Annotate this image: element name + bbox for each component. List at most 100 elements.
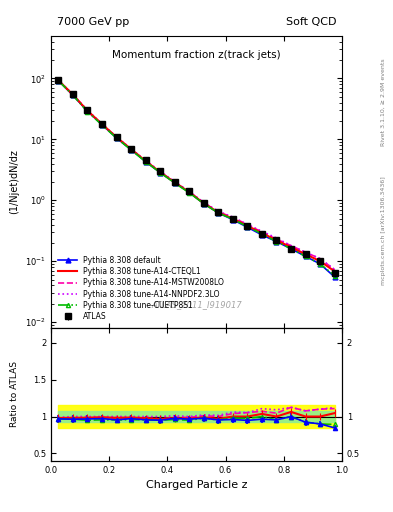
Pythia 8.308 tune-A14-NNPDF2.3LO <box>332 266 337 272</box>
Line: Pythia 8.308 tune-A14-MSTW2008LO: Pythia 8.308 tune-A14-MSTW2008LO <box>59 80 335 270</box>
Pythia 8.308 tune-A14-MSTW2008LO <box>231 215 235 221</box>
Pythia 8.308 default <box>318 261 323 267</box>
Pythia 8.308 tune-CUETP8S1 <box>143 159 148 165</box>
Pythia 8.308 default <box>216 210 221 216</box>
Pythia 8.308 tune-A14-MSTW2008LO <box>289 243 294 249</box>
Pythia 8.308 tune-CUETP8S1 <box>260 231 264 237</box>
Pythia 8.308 tune-A14-NNPDF2.3LO <box>289 243 294 249</box>
Text: Momentum fraction z(track jets): Momentum fraction z(track jets) <box>112 51 281 60</box>
Pythia 8.308 default <box>143 159 148 165</box>
Pythia 8.308 tune-CUETP8S1 <box>318 261 323 267</box>
Pythia 8.308 tune-CUETP8S1 <box>216 210 221 216</box>
Pythia 8.308 tune-A14-CTEQL1 <box>143 158 148 164</box>
Y-axis label: Ratio to ATLAS: Ratio to ATLAS <box>10 361 19 428</box>
Line: Pythia 8.308 tune-A14-CTEQL1: Pythia 8.308 tune-A14-CTEQL1 <box>59 80 335 271</box>
Pythia 8.308 tune-A14-NNPDF2.3LO <box>260 228 264 234</box>
Pythia 8.308 tune-A14-MSTW2008LO <box>85 108 90 114</box>
Pythia 8.308 tune-A14-NNPDF2.3LO <box>173 179 177 185</box>
Pythia 8.308 tune-CUETP8S1 <box>231 216 235 222</box>
Pythia 8.308 tune-A14-MSTW2008LO <box>114 134 119 140</box>
Pythia 8.308 tune-A14-MSTW2008LO <box>202 200 206 206</box>
Pythia 8.308 tune-A14-MSTW2008LO <box>129 146 134 152</box>
Pythia 8.308 tune-A14-MSTW2008LO <box>187 188 192 195</box>
Pythia 8.308 tune-A14-CTEQL1 <box>158 169 163 175</box>
Pythia 8.308 tune-A14-NNPDF2.3LO <box>85 107 90 113</box>
Legend: Pythia 8.308 default, Pythia 8.308 tune-A14-CTEQL1, Pythia 8.308 tune-A14-MSTW20: Pythia 8.308 default, Pythia 8.308 tune-… <box>55 252 227 324</box>
Pythia 8.308 tune-CUETP8S1 <box>129 147 134 153</box>
Pythia 8.308 default <box>114 135 119 141</box>
Pythia 8.308 tune-CUETP8S1 <box>158 169 163 176</box>
Pythia 8.308 tune-A14-MSTW2008LO <box>303 249 308 255</box>
Pythia 8.308 tune-A14-CTEQL1 <box>303 251 308 258</box>
Pythia 8.308 tune-A14-CTEQL1 <box>274 237 279 243</box>
Pythia 8.308 default <box>85 108 90 114</box>
Pythia 8.308 tune-A14-MSTW2008LO <box>318 255 323 262</box>
Pythia 8.308 tune-A14-NNPDF2.3LO <box>158 168 163 174</box>
Pythia 8.308 tune-A14-MSTW2008LO <box>260 229 264 235</box>
Pythia 8.308 default <box>187 189 192 196</box>
Pythia 8.308 default <box>202 201 206 207</box>
Text: 7000 GeV pp: 7000 GeV pp <box>57 17 129 27</box>
Pythia 8.308 tune-A14-CTEQL1 <box>216 209 221 216</box>
Pythia 8.308 tune-A14-CTEQL1 <box>332 268 337 274</box>
X-axis label: Charged Particle z: Charged Particle z <box>146 480 247 490</box>
Pythia 8.308 tune-CUETP8S1 <box>173 180 177 186</box>
Pythia 8.308 tune-CUETP8S1 <box>56 77 61 83</box>
Pythia 8.308 default <box>274 239 279 245</box>
Pythia 8.308 tune-A14-MSTW2008LO <box>274 236 279 242</box>
Pythia 8.308 tune-A14-MSTW2008LO <box>216 208 221 215</box>
Pythia 8.308 tune-A14-NNPDF2.3LO <box>231 214 235 220</box>
Pythia 8.308 default <box>245 224 250 230</box>
Pythia 8.308 tune-A14-NNPDF2.3LO <box>274 235 279 241</box>
Text: ATLAS_2011_I919017: ATLAS_2011_I919017 <box>151 300 242 309</box>
Pythia 8.308 tune-A14-CTEQL1 <box>71 92 75 98</box>
Pythia 8.308 tune-A14-CTEQL1 <box>173 179 177 185</box>
Pythia 8.308 tune-A14-CTEQL1 <box>289 244 294 250</box>
Pythia 8.308 tune-A14-NNPDF2.3LO <box>56 77 61 83</box>
Pythia 8.308 tune-A14-NNPDF2.3LO <box>100 121 105 127</box>
Pythia 8.308 tune-CUETP8S1 <box>100 122 105 128</box>
Pythia 8.308 tune-CUETP8S1 <box>202 201 206 207</box>
Pythia 8.308 default <box>158 169 163 176</box>
Pythia 8.308 default <box>303 253 308 260</box>
Pythia 8.308 tune-A14-MSTW2008LO <box>245 221 250 227</box>
Pythia 8.308 tune-A14-NNPDF2.3LO <box>143 157 148 163</box>
Pythia 8.308 default <box>56 77 61 83</box>
Pythia 8.308 default <box>129 146 134 153</box>
Pythia 8.308 tune-A14-NNPDF2.3LO <box>71 91 75 97</box>
Pythia 8.308 tune-CUETP8S1 <box>332 272 337 279</box>
Pythia 8.308 default <box>289 246 294 252</box>
Pythia 8.308 tune-A14-NNPDF2.3LO <box>245 221 250 227</box>
Pythia 8.308 tune-CUETP8S1 <box>85 109 90 115</box>
Pythia 8.308 tune-A14-CTEQL1 <box>56 77 61 83</box>
Line: Pythia 8.308 tune-A14-NNPDF2.3LO: Pythia 8.308 tune-A14-NNPDF2.3LO <box>59 80 335 269</box>
Pythia 8.308 default <box>173 180 177 186</box>
Pythia 8.308 tune-A14-MSTW2008LO <box>100 121 105 127</box>
Pythia 8.308 tune-A14-CTEQL1 <box>85 108 90 114</box>
Pythia 8.308 tune-CUETP8S1 <box>303 253 308 260</box>
Pythia 8.308 tune-A14-CTEQL1 <box>318 258 323 264</box>
Pythia 8.308 tune-A14-CTEQL1 <box>245 223 250 229</box>
Pythia 8.308 tune-A14-CTEQL1 <box>231 216 235 222</box>
Text: Rivet 3.1.10, ≥ 2.9M events: Rivet 3.1.10, ≥ 2.9M events <box>381 58 386 146</box>
Pythia 8.308 tune-CUETP8S1 <box>71 92 75 98</box>
Line: Pythia 8.308 default: Pythia 8.308 default <box>56 78 337 280</box>
Pythia 8.308 default <box>231 217 235 223</box>
Pythia 8.308 tune-A14-NNPDF2.3LO <box>303 249 308 255</box>
Pythia 8.308 tune-A14-CTEQL1 <box>100 121 105 127</box>
Text: Soft QCD: Soft QCD <box>286 17 336 27</box>
Text: mcplots.cern.ch [arXiv:1306.3436]: mcplots.cern.ch [arXiv:1306.3436] <box>381 176 386 285</box>
Pythia 8.308 tune-A14-NNPDF2.3LO <box>129 146 134 152</box>
Pythia 8.308 tune-A14-CTEQL1 <box>114 134 119 140</box>
Pythia 8.308 default <box>260 232 264 238</box>
Pythia 8.308 tune-CUETP8S1 <box>245 224 250 230</box>
Pythia 8.308 tune-A14-MSTW2008LO <box>158 169 163 175</box>
Pythia 8.308 tune-A14-NNPDF2.3LO <box>216 208 221 215</box>
Pythia 8.308 tune-A14-NNPDF2.3LO <box>318 255 323 262</box>
Pythia 8.308 tune-A14-MSTW2008LO <box>173 179 177 185</box>
Pythia 8.308 tune-CUETP8S1 <box>274 239 279 245</box>
Pythia 8.308 tune-A14-MSTW2008LO <box>71 92 75 98</box>
Pythia 8.308 tune-A14-NNPDF2.3LO <box>114 134 119 140</box>
Pythia 8.308 tune-A14-CTEQL1 <box>129 146 134 152</box>
Pythia 8.308 tune-A14-CTEQL1 <box>260 230 264 236</box>
